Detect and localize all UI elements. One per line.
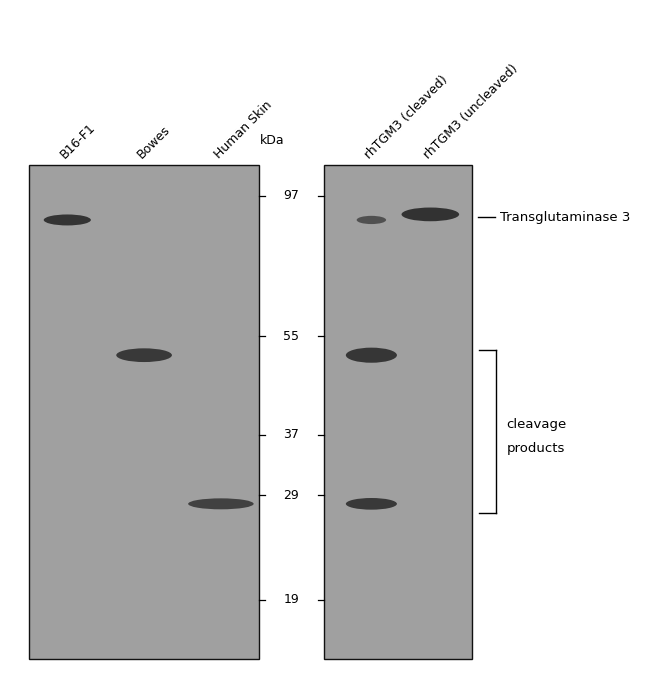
Text: 55: 55 [284, 330, 299, 343]
Text: kDa: kDa [259, 134, 284, 147]
Ellipse shape [346, 348, 397, 363]
Text: rhTGM3 (cleaved): rhTGM3 (cleaved) [362, 73, 451, 161]
Text: B16-F1: B16-F1 [58, 121, 98, 161]
Bar [29, 165, 259, 659]
Text: 37: 37 [284, 428, 299, 441]
Text: Bowes: Bowes [135, 123, 173, 161]
Ellipse shape [44, 215, 91, 226]
Ellipse shape [356, 216, 386, 224]
Text: Transglutaminase 3: Transglutaminase 3 [500, 211, 630, 224]
Bar [324, 165, 472, 659]
Text: rhTGM3 (uncleaved): rhTGM3 (uncleaved) [421, 62, 521, 161]
Ellipse shape [346, 498, 397, 510]
Text: 29: 29 [284, 488, 299, 501]
Text: cleavage: cleavage [506, 418, 567, 431]
Ellipse shape [402, 208, 459, 222]
Text: 19: 19 [284, 593, 299, 606]
Ellipse shape [188, 498, 253, 509]
Text: products: products [506, 442, 565, 456]
Text: Human Skin: Human Skin [212, 99, 274, 161]
Text: 97: 97 [284, 189, 299, 202]
Ellipse shape [117, 348, 172, 362]
